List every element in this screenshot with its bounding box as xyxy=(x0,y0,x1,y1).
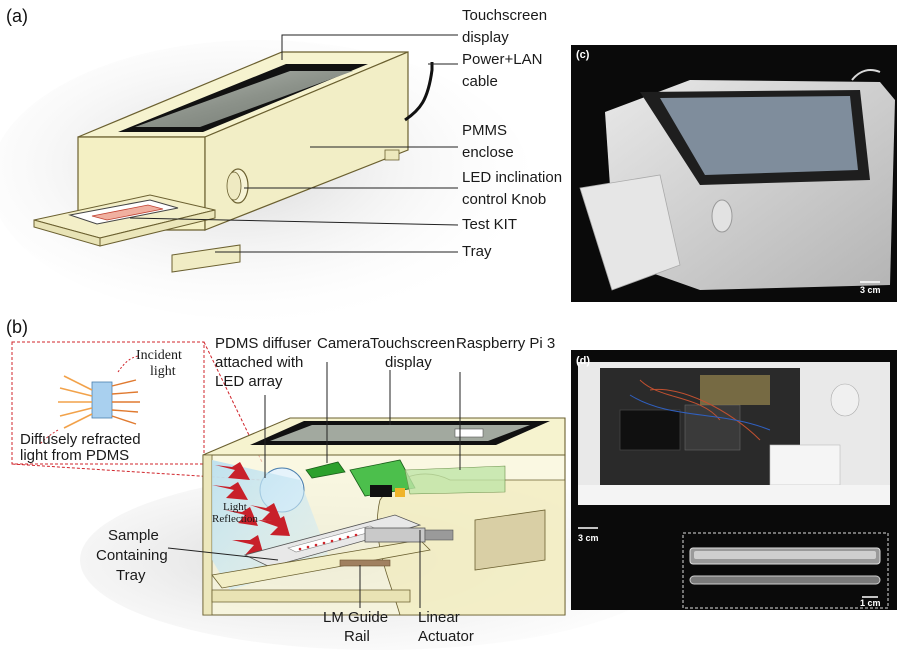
label-pdms-1: PDMS diffuser xyxy=(215,335,311,352)
label-testkit: Test KIT xyxy=(462,216,517,233)
label-lm-2: Rail xyxy=(344,628,370,645)
leader-sample xyxy=(167,547,279,561)
cutaway-camera xyxy=(305,461,346,479)
label-linear-1: Linear xyxy=(418,609,460,626)
panel-a: (a) xyxy=(0,6,562,320)
photo-d-letter: (d) xyxy=(576,355,590,367)
label-pmms-2: enclose xyxy=(462,144,514,161)
panel-b: (b) Incident li xyxy=(6,317,680,650)
leader-testkit xyxy=(129,217,459,226)
led-knob xyxy=(226,168,249,204)
label-touchscreen-2: display xyxy=(462,29,509,46)
panel-d-photo: (d) 3 cm 1 cm xyxy=(571,350,897,610)
cutaway-raspberry-pi xyxy=(349,459,506,497)
photo-d-inset: 1 cm xyxy=(682,532,889,609)
label-incident-2: light xyxy=(150,364,176,379)
label-diffuse-2: light from PDMS xyxy=(20,447,129,464)
label-reflection-1: Light xyxy=(223,501,247,513)
photo-d-scale-inset: 1 cm xyxy=(860,598,881,608)
label-linear-2: Actuator xyxy=(418,628,474,645)
label-reflection-2: Reflection xyxy=(212,513,258,525)
panel-b-letter: (b) xyxy=(6,317,28,337)
callout-link-bottom xyxy=(11,463,263,481)
label-pdms-3: LED array xyxy=(215,373,283,390)
label-led-1: LED inclination xyxy=(462,169,562,186)
label-camera: Camera xyxy=(317,335,371,352)
lm-guide-rail xyxy=(339,559,391,567)
label-lm-1: LM Guide xyxy=(323,609,388,626)
cutaway-touchscreen xyxy=(250,421,550,445)
label-touch-b-2: display xyxy=(385,354,432,371)
photo-d-scale-main: 3 cm xyxy=(578,533,599,543)
label-touchscreen-1: Touchscreen xyxy=(462,7,547,24)
touchscreen-display xyxy=(118,64,368,132)
label-pdms-2: attached with xyxy=(215,354,303,371)
linear-actuator xyxy=(364,509,546,571)
label-diffuse-1: Diffusely refracted xyxy=(20,431,141,448)
panel-a-letter: (a) xyxy=(6,6,28,26)
label-sample-2: Containing xyxy=(96,547,168,564)
light-arrows xyxy=(212,462,290,556)
label-led-2: control Knob xyxy=(462,191,546,208)
label-rpi: Raspberry Pi 3 xyxy=(456,335,555,352)
label-power-1: Power+LAN xyxy=(462,51,542,68)
label-incident-1: Incident xyxy=(136,348,182,363)
panel-c-photo: (c) 3 cm xyxy=(571,45,897,302)
label-touch-b-1: Touchscreen xyxy=(370,335,455,352)
photo-c-letter: (c) xyxy=(576,49,590,61)
label-tray: Tray xyxy=(462,243,492,260)
test-kit xyxy=(68,199,179,225)
power-cable xyxy=(404,62,434,122)
label-sample-1: Sample xyxy=(108,527,159,544)
photo-c-screen xyxy=(660,96,858,175)
label-sample-3: Tray xyxy=(116,567,146,584)
label-power-2: cable xyxy=(462,73,498,90)
leader-touchscreen xyxy=(281,34,458,60)
callout-diffuser xyxy=(39,355,140,445)
label-pmms-1: PMMS xyxy=(462,122,507,139)
photo-c-scale: 3 cm xyxy=(860,285,881,295)
